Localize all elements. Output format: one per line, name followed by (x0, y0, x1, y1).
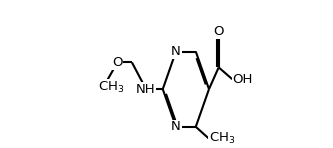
Text: OH: OH (232, 73, 253, 86)
Text: O: O (213, 25, 224, 38)
Text: N: N (171, 120, 181, 133)
Text: CH$_3$: CH$_3$ (98, 80, 124, 95)
Text: CH$_3$: CH$_3$ (209, 131, 235, 146)
Text: N: N (171, 45, 181, 58)
Text: O: O (112, 56, 123, 69)
Text: NH: NH (136, 83, 156, 96)
